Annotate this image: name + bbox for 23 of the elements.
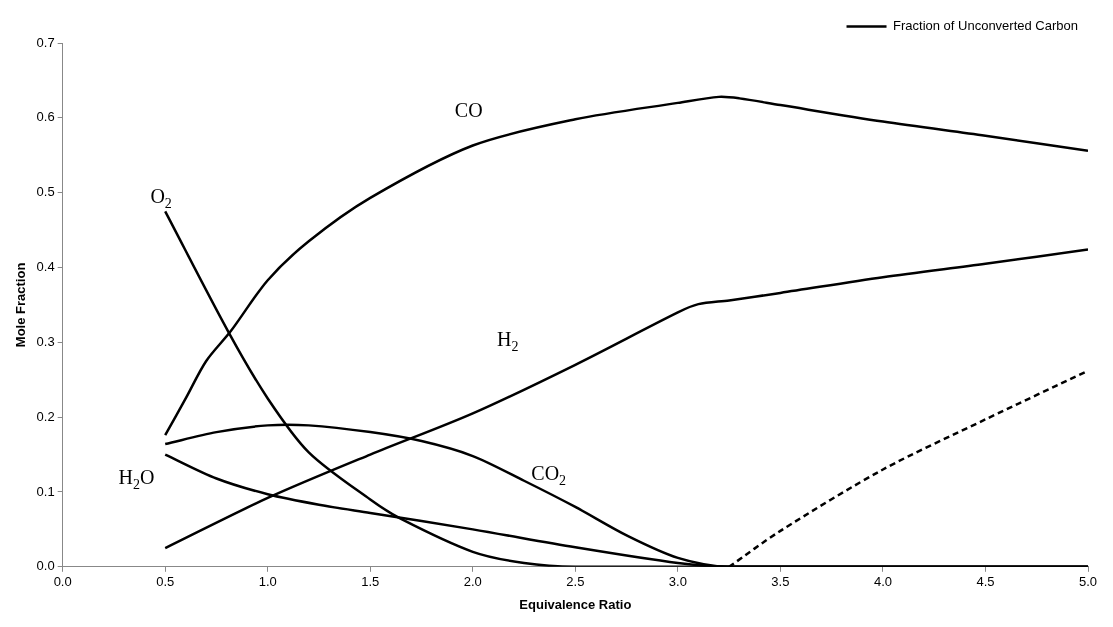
- x-tick-label: 0.0: [53, 574, 72, 590]
- legend-label: Fraction of Unconverted Carbon: [893, 18, 1078, 34]
- x-tick-label: 4.0: [873, 574, 892, 590]
- x-axis-title: Equivalence Ratio: [519, 596, 632, 612]
- y-tick-label: 0.6: [36, 109, 55, 125]
- annotation: CO: [454, 99, 483, 122]
- y-tick-label: 0.5: [36, 184, 55, 200]
- x-tick-label: 2.5: [566, 574, 585, 590]
- x-tick-label: 5.0: [1078, 574, 1098, 590]
- y-tick-label: 0.3: [36, 333, 55, 349]
- x-tick-label: 0.5: [156, 574, 175, 590]
- y-tick-label: 0.0: [36, 558, 55, 574]
- y-tick-label: 0.7: [36, 34, 55, 50]
- x-tick-label: 4.5: [976, 574, 995, 590]
- y-tick-label: 0.2: [36, 408, 55, 424]
- x-tick-label: 3.5: [771, 574, 790, 590]
- x-tick-label: 1.5: [361, 574, 380, 590]
- x-tick-label: 3.0: [668, 574, 687, 590]
- y-tick-label: 0.4: [36, 259, 55, 275]
- x-tick-label: 2.0: [463, 574, 482, 590]
- y-axis-title: Mole Fraction: [13, 262, 29, 348]
- y-tick-label: 0.1: [36, 483, 55, 499]
- x-tick-label: 1.0: [258, 574, 277, 590]
